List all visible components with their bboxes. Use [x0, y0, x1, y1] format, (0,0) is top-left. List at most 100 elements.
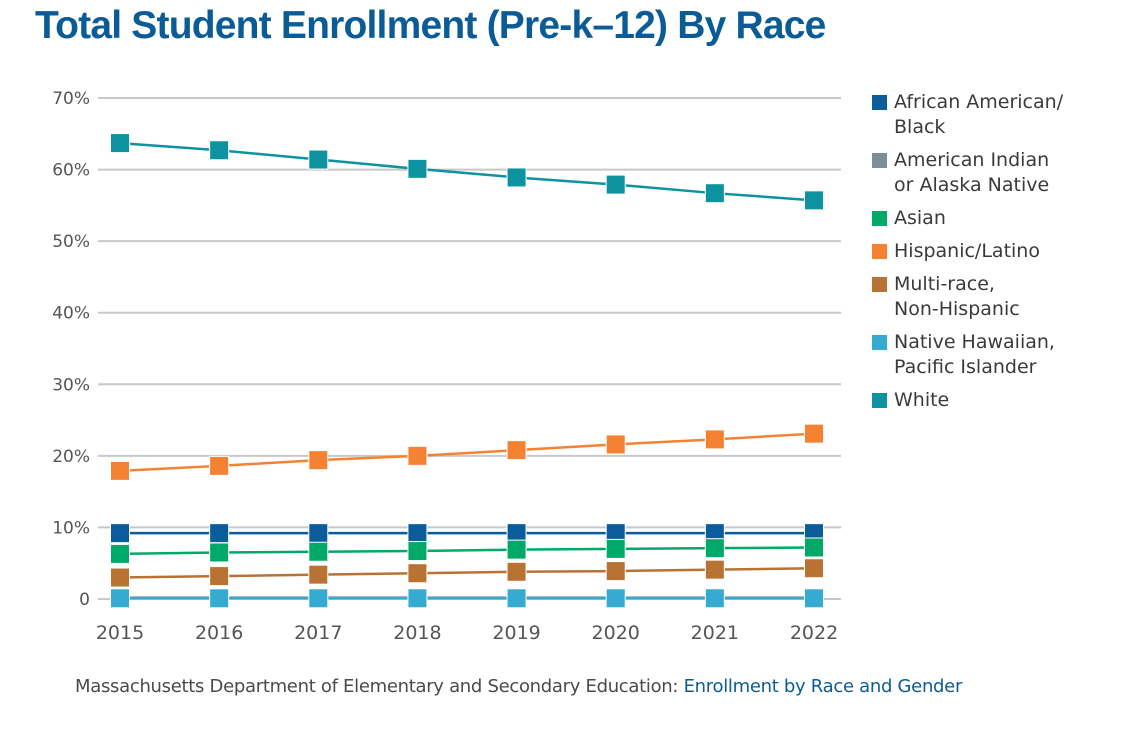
- data-point-marker[interactable]: [704, 588, 725, 609]
- line-chart: 010%20%30%40%50%60%70% 2015 2016 2017 2018 2…: [52, 89, 841, 644]
- x-tick-label: 2022: [790, 622, 838, 644]
- data-point-marker[interactable]: [804, 423, 824, 444]
- x-tick-label: 2017: [294, 622, 342, 644]
- data-point-marker[interactable]: [308, 149, 329, 170]
- data-point-marker[interactable]: [308, 541, 329, 562]
- data-point-marker[interactable]: [209, 455, 230, 476]
- data-point-marker[interactable]: [308, 588, 329, 609]
- series-multi-race-non-hispanic: [110, 558, 824, 588]
- legend-swatch: [872, 244, 887, 259]
- legend-item[interactable]: American Indian or Alaska Native: [872, 148, 1112, 198]
- y-tick-label: 30%: [52, 375, 90, 395]
- y-tick-label: 0: [79, 590, 90, 610]
- data-point-marker[interactable]: [605, 538, 626, 559]
- x-tick-label: 2020: [592, 622, 640, 644]
- data-point-marker[interactable]: [209, 523, 230, 544]
- legend-swatch: [872, 211, 887, 226]
- data-point-marker[interactable]: [506, 539, 527, 560]
- y-tick-label: 10%: [52, 518, 90, 538]
- y-axis-ticks: 0 10% 20% 30% 40% 50% 60% 70%: [52, 89, 90, 610]
- series-line: [119, 432, 815, 473]
- data-point-marker[interactable]: [407, 445, 428, 466]
- data-point-marker[interactable]: [506, 440, 527, 461]
- data-point-marker[interactable]: [704, 538, 725, 559]
- legend-swatch: [872, 393, 887, 408]
- data-point-marker[interactable]: [407, 588, 428, 609]
- data-point-marker[interactable]: [209, 140, 230, 161]
- data-point-marker[interactable]: [407, 523, 428, 544]
- data-point-marker[interactable]: [209, 566, 230, 587]
- legend-item[interactable]: Multi-race, Non-Hispanic: [872, 272, 1112, 322]
- source-text: Massachusetts Department of Elementary a…: [75, 676, 684, 697]
- series-line: [119, 141, 815, 202]
- x-tick-label: 2016: [195, 622, 243, 644]
- data-point-marker[interactable]: [804, 558, 824, 579]
- legend: African American/ Black American Indian o…: [872, 90, 1112, 421]
- series-african-american-black: [110, 523, 824, 544]
- data-point-marker[interactable]: [704, 429, 725, 450]
- legend-label: White: [894, 389, 950, 411]
- series-asian: [110, 537, 824, 564]
- data-point-marker[interactable]: [110, 523, 130, 544]
- data-point-marker[interactable]: [308, 564, 329, 585]
- data-point-marker[interactable]: [506, 588, 527, 609]
- y-tick-label: 60%: [52, 161, 90, 181]
- legend-swatch: [872, 95, 887, 110]
- data-point-marker[interactable]: [407, 158, 428, 179]
- y-tick-label: 70%: [52, 89, 90, 109]
- data-point-marker[interactable]: [308, 523, 329, 544]
- x-tick-label: 2018: [393, 622, 441, 644]
- legend-item[interactable]: Native Hawaiian, Pacific Islander: [872, 330, 1112, 380]
- legend-item[interactable]: African American/ Black: [872, 90, 1112, 140]
- x-tick-label: 2015: [96, 622, 144, 644]
- legend-item[interactable]: White: [872, 388, 1112, 413]
- data-point-marker[interactable]: [804, 190, 824, 211]
- data-point-marker[interactable]: [605, 561, 626, 582]
- x-tick-label: 2021: [691, 622, 739, 644]
- legend-item[interactable]: Asian: [872, 206, 1112, 231]
- data-point-marker[interactable]: [605, 588, 626, 609]
- series-white: [110, 133, 824, 211]
- data-point-marker[interactable]: [407, 541, 428, 562]
- data-point-marker[interactable]: [110, 133, 130, 154]
- series-native-hawaiian-pacific-islander: [110, 588, 824, 609]
- legend-swatch: [872, 335, 887, 350]
- legend-swatch: [872, 277, 887, 292]
- y-tick-label: 40%: [52, 304, 90, 324]
- legend-item[interactable]: Hispanic/Latino: [872, 239, 1112, 264]
- series-hispanic-latino: [110, 423, 824, 481]
- legend-label: Asian: [894, 207, 946, 229]
- data-point-marker[interactable]: [605, 174, 626, 195]
- legend-label: Native Hawaiian, Pacific Islander: [894, 331, 1055, 378]
- legend-label: Hispanic/Latino: [894, 240, 1040, 262]
- data-point-marker[interactable]: [110, 460, 130, 481]
- data-point-marker[interactable]: [110, 543, 130, 564]
- y-tick-label: 50%: [52, 232, 90, 252]
- data-point-marker[interactable]: [704, 559, 725, 580]
- series-group: [110, 133, 824, 609]
- data-point-marker[interactable]: [804, 588, 824, 609]
- source-note: Massachusetts Department of Elementary a…: [75, 676, 962, 697]
- data-point-marker[interactable]: [704, 183, 725, 204]
- data-point-marker[interactable]: [209, 588, 230, 609]
- data-point-marker[interactable]: [308, 450, 329, 471]
- data-point-marker[interactable]: [110, 588, 130, 609]
- source-link[interactable]: Enrollment by Race and Gender: [683, 676, 963, 697]
- x-axis-ticks: 2015 2016 2017 2018 2019 2020 2021 2022: [96, 622, 838, 644]
- series-line: [119, 546, 815, 556]
- data-point-marker[interactable]: [110, 567, 130, 588]
- data-point-marker[interactable]: [605, 434, 626, 455]
- data-point-marker[interactable]: [506, 561, 527, 582]
- x-tick-label: 2019: [492, 622, 540, 644]
- y-tick-label: 20%: [52, 447, 90, 467]
- legend-label: American Indian or Alaska Native: [894, 149, 1050, 196]
- data-point-marker[interactable]: [407, 563, 428, 584]
- chart-title: Total Student Enrollment (Pre-k–12) By R…: [35, 4, 826, 47]
- legend-label: African American/ Black: [894, 91, 1064, 138]
- legend-label: Multi-race, Non-Hispanic: [894, 273, 1020, 320]
- data-point-marker[interactable]: [506, 167, 527, 188]
- series-line: [119, 566, 815, 579]
- data-point-marker[interactable]: [804, 537, 824, 558]
- data-point-marker[interactable]: [209, 542, 230, 563]
- legend-swatch: [872, 153, 887, 168]
